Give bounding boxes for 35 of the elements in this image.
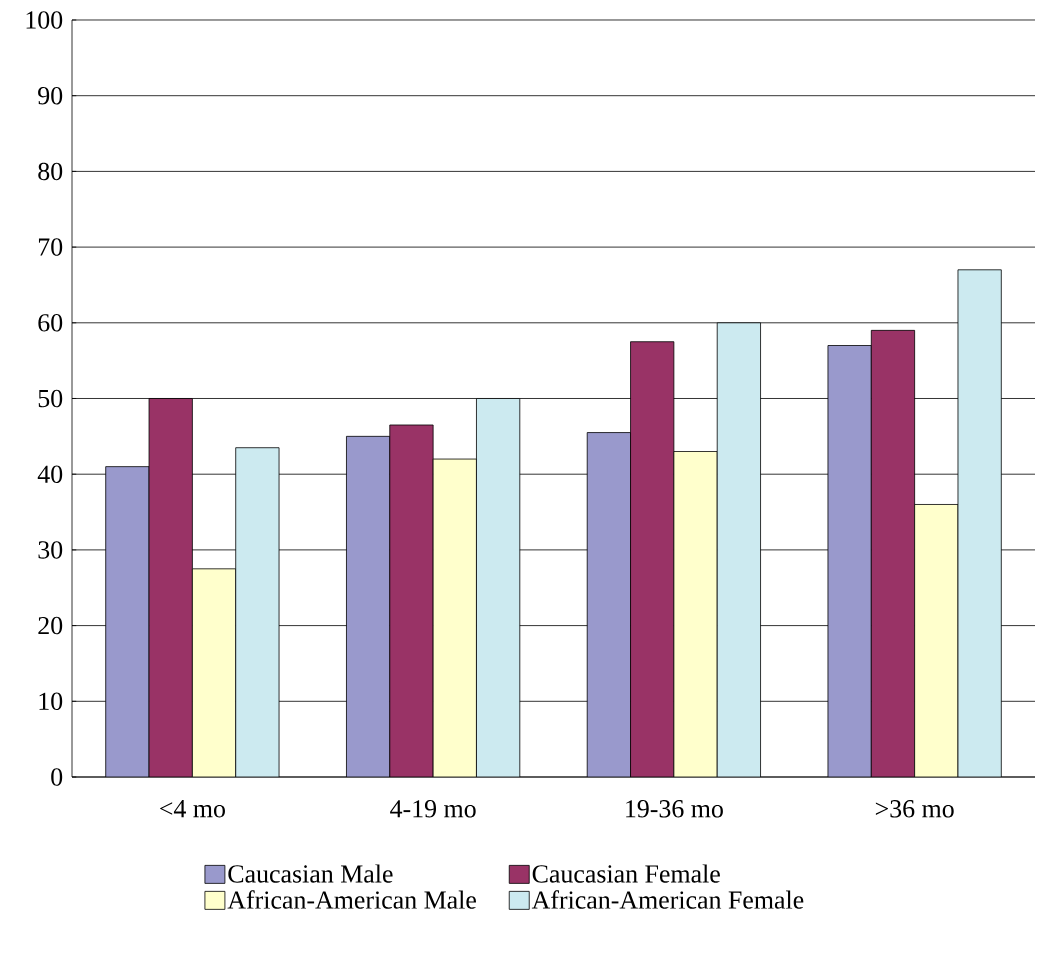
legend-label: Caucasian Male (228, 864, 393, 883)
bar (346, 435, 391, 777)
x-tick-label: 4-19 mo (390, 800, 476, 818)
bar (191, 568, 237, 777)
bar (630, 341, 675, 777)
bar (827, 345, 872, 777)
legend-label: African-American Female (531, 890, 804, 909)
bar (105, 466, 150, 777)
bar (716, 322, 761, 777)
x-tick-label: 19-36 mo (626, 800, 723, 818)
bar (957, 269, 1002, 777)
bar (432, 458, 477, 777)
bar (148, 398, 193, 777)
x-tick-label: <4 mo (160, 800, 225, 818)
bar (476, 398, 521, 777)
y-tick-label: 70 (38, 238, 63, 256)
y-tick-label: 80 (38, 162, 63, 181)
y-tick-label: 10 (39, 692, 63, 711)
y-tick-label: 40 (37, 465, 63, 483)
bar (870, 329, 916, 777)
legend-label: Caucasian Female (532, 864, 720, 883)
y-tick-label: 90 (38, 86, 63, 105)
legend-label: African-American Male (227, 890, 476, 909)
bar (914, 504, 959, 777)
y-tick-label: 20 (38, 616, 63, 635)
bar (235, 447, 280, 777)
bar (389, 424, 434, 777)
y-tick-label: 100 (26, 11, 63, 29)
y-tick-label: 0 (51, 768, 63, 786)
bar (673, 451, 718, 777)
bar (586, 432, 631, 777)
y-tick-label: 60 (38, 314, 63, 332)
y-tick-label: 50 (38, 389, 63, 408)
x-tick-label: >36 mo (875, 800, 954, 818)
y-tick-label: 30 (38, 541, 63, 559)
